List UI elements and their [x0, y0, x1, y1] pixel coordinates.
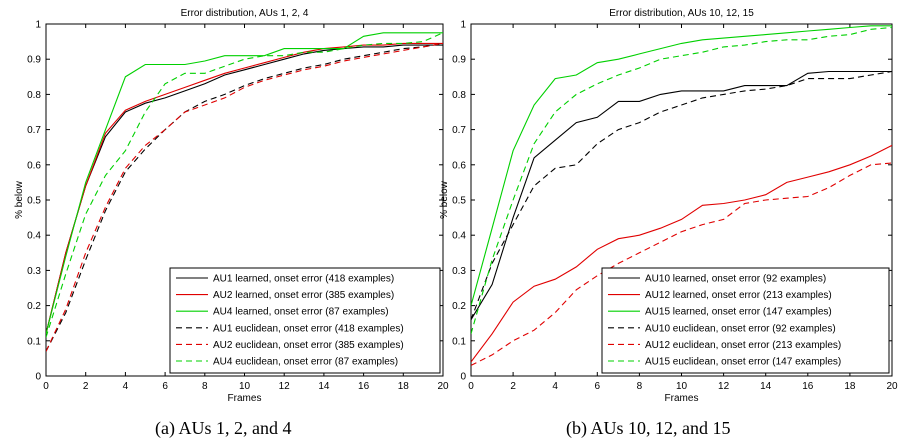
- caption-left: (a) AUs 1, 2, and 4: [155, 418, 292, 438]
- series-line-1: [46, 44, 443, 334]
- x-tick-label: 6: [595, 381, 601, 392]
- x-tick-label: 4: [123, 381, 129, 392]
- y-axis-label: % below: [14, 180, 25, 219]
- legend-label: AU10 euclidean, onset error (92 examples…: [645, 323, 836, 334]
- x-tick-label: 16: [802, 381, 814, 392]
- y-tick-label: 0.7: [27, 125, 41, 136]
- legend-label: AU15 euclidean, onset error (147 example…: [645, 357, 841, 368]
- x-tick-label: 0: [468, 381, 474, 392]
- x-tick-label: 20: [886, 381, 898, 392]
- x-axis-label: Frames: [665, 393, 699, 404]
- chart-panel-2: 0 2 4 6 8 10 12 14 16 18 20 0 0.1 0.2 0.3 0.4 0.5 0.6 0.7 0…: [439, 8, 898, 404]
- y-tick-label: 1: [460, 20, 466, 31]
- y-tick-label: 0.3: [27, 266, 41, 277]
- y-tick-label: 0.4: [27, 231, 41, 242]
- series-line-6: [46, 32, 443, 338]
- series-line-5: [46, 42, 443, 352]
- legend-label: AU4 learned, onset error (87 examples): [213, 307, 389, 318]
- series-line-4: [46, 42, 443, 352]
- y-tick-label: 0.1: [27, 336, 41, 347]
- y-tick-label: 0.5: [27, 196, 41, 207]
- x-tick-label: 8: [637, 381, 643, 392]
- series-line-6: [471, 26, 892, 334]
- y-tick-label: 0.6: [452, 160, 466, 171]
- y-tick-label: 0: [35, 372, 41, 383]
- x-tick-label: 8: [202, 381, 208, 392]
- y-tick-label: 0.4: [452, 231, 466, 242]
- legend-box: [169, 267, 441, 374]
- y-tick-label: 0.2: [27, 301, 41, 312]
- x-tick-label: 12: [279, 381, 291, 392]
- x-axis-label: Frames: [228, 393, 262, 404]
- legend-label: AU15 learned, onset error (147 examples): [645, 307, 832, 318]
- y-tick-label: 0.3: [452, 266, 466, 277]
- y-tick-label: 0.8: [27, 90, 41, 101]
- x-tick-label: 18: [844, 381, 856, 392]
- y-axis-label: % below: [439, 180, 450, 219]
- x-tick-label: 6: [162, 381, 168, 392]
- x-tick-label: 12: [718, 381, 730, 392]
- x-tick-label: 4: [552, 381, 558, 392]
- y-tick-label: 0.2: [452, 301, 466, 312]
- legend: AU10 learned, onset error (92 examples) A…: [601, 267, 890, 374]
- legend-label: AU2 euclidean, onset error (385 examples…: [213, 340, 404, 351]
- series-line-5: [471, 162, 892, 366]
- series-line-2: [471, 144, 892, 363]
- legend-label: AU12 learned, onset error (213 examples): [645, 290, 832, 301]
- series-line-4: [471, 70, 892, 320]
- series-group: [46, 32, 443, 352]
- y-tick-label: 0: [460, 372, 466, 383]
- y-tick-label: 0.8: [452, 90, 466, 101]
- x-tick-label: 2: [83, 381, 89, 392]
- legend: AU1 learned, onset error (418 examples) A…: [169, 267, 441, 374]
- x-tick-label: 2: [510, 381, 516, 392]
- legend-label: AU1 euclidean, onset error (418 examples…: [213, 323, 404, 334]
- y-tick-label: 0.1: [452, 336, 466, 347]
- legend-label: AU10 learned, onset error (92 examples): [645, 274, 826, 285]
- y-tick-label: 0.6: [27, 160, 41, 171]
- legend-label: AU12 euclidean, onset error (213 example…: [645, 340, 841, 351]
- x-tick-label: 10: [239, 381, 251, 392]
- series-group: [471, 25, 892, 366]
- x-tick-label: 16: [358, 381, 370, 392]
- y-tick-label: 0.5: [452, 196, 466, 207]
- x-tick-label: 10: [676, 381, 688, 392]
- chart-title: Error distribution, AUs 10, 12, 15: [609, 8, 754, 19]
- legend-label: AU2 learned, onset error (385 examples): [213, 290, 394, 301]
- series-line-3: [471, 25, 892, 306]
- series-line-1: [471, 70, 892, 320]
- x-tick-label: 14: [318, 381, 330, 392]
- x-tick-label: 20: [437, 381, 449, 392]
- legend-label: AU4 euclidean, onset error (87 examples): [213, 357, 398, 368]
- y-tick-label: 0.7: [452, 125, 466, 136]
- series-line-2: [46, 42, 443, 334]
- x-tick-label: 0: [43, 381, 49, 392]
- caption-right: (b) AUs 10, 12, and 15: [566, 418, 731, 438]
- x-tick-label: 18: [398, 381, 410, 392]
- y-tick-label: 0.9: [452, 55, 466, 66]
- y-tick-label: 1: [35, 20, 41, 31]
- chart-panel-1: 0 2 4 6 8 10 12 14 16 18 20 0 0.1 0.2 0.3 0.4 0.5 0.6 0.7 0…: [14, 8, 449, 404]
- legend-label: AU1 learned, onset error (418 examples): [213, 274, 394, 285]
- chart-title: Error distribution, AUs 1, 2, 4: [181, 8, 309, 19]
- x-tick-label: 14: [760, 381, 772, 392]
- legend-box: [601, 267, 890, 374]
- y-tick-label: 0.9: [27, 55, 41, 66]
- series-line-3: [46, 32, 443, 334]
